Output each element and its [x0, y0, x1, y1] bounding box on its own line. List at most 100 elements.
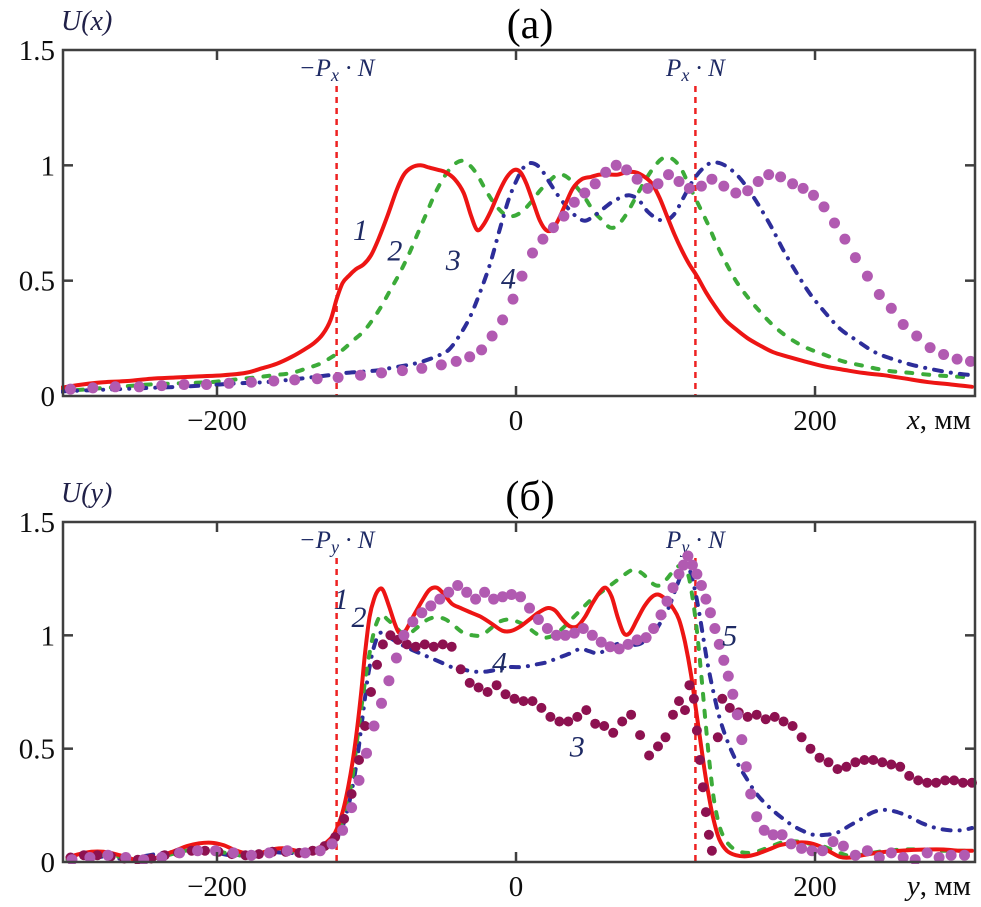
data-dot: [688, 693, 699, 704]
data-dot: [133, 381, 145, 393]
data-dot: [497, 591, 509, 603]
data-dot: [626, 709, 637, 720]
data-dot: [109, 381, 121, 393]
series-b-1-line: [65, 585, 974, 863]
data-dot: [446, 641, 457, 652]
data-dot: [568, 196, 580, 208]
data-dot: [922, 777, 933, 788]
data-dot: [383, 675, 395, 687]
data-dot: [959, 849, 970, 861]
data-dot: [470, 593, 482, 605]
data-dot: [201, 379, 212, 390]
data-dot: [648, 623, 660, 634]
data-dot: [859, 755, 870, 765]
data-dot: [464, 351, 476, 363]
data-dot: [823, 757, 834, 768]
data-dot: [346, 789, 357, 799]
data-dot: [156, 380, 168, 392]
curve-label-a-1: 1: [353, 214, 368, 247]
x-axis-label-a: x, мм: [906, 404, 971, 436]
data-dot: [156, 852, 168, 863]
data-dot: [652, 178, 664, 190]
data-dot: [631, 634, 643, 646]
series-b-4-line: [65, 564, 974, 861]
vline-label-b-0: −Py · N: [299, 527, 376, 557]
data-dot: [532, 614, 544, 625]
data-dot: [263, 847, 275, 859]
y-tick-label: 0: [41, 847, 56, 879]
data-dot: [839, 233, 851, 245]
data-dot: [861, 845, 873, 857]
data-dot: [245, 376, 257, 388]
data-dot: [84, 852, 96, 863]
data-dot: [697, 782, 708, 793]
data-dot: [613, 643, 625, 655]
data-dot: [727, 688, 739, 700]
data-dot: [700, 593, 712, 605]
y-tick-label: 0.5: [19, 266, 55, 298]
data-dot: [758, 824, 770, 836]
data-dot: [938, 349, 950, 360]
data-dot: [515, 591, 526, 603]
series-group-b: [65, 550, 977, 864]
data-dot: [680, 705, 690, 716]
series-b-5-dots: [66, 550, 970, 864]
data-dot: [524, 602, 535, 614]
data-dot: [589, 178, 601, 190]
data-dot: [631, 173, 643, 185]
data-dot: [65, 383, 76, 395]
data-dot: [452, 580, 464, 591]
data-dot: [778, 716, 789, 727]
x-tick-label: 200: [793, 871, 837, 903]
data-dot: [717, 693, 728, 704]
data-dot: [407, 616, 419, 628]
data-dot: [361, 747, 372, 759]
data-dot: [372, 659, 382, 670]
data-dot: [608, 727, 619, 738]
data-dot: [827, 836, 839, 848]
data-dot: [897, 852, 909, 863]
data-dot: [398, 629, 410, 641]
data-dot: [703, 829, 714, 840]
data-dot: [911, 330, 923, 342]
curve-label-b-3: 3: [569, 730, 585, 763]
data-dot: [174, 847, 186, 859]
data-dot: [586, 629, 598, 641]
data-dot: [674, 696, 684, 707]
data-dot: [332, 372, 344, 383]
data-dot: [678, 559, 689, 571]
data-dot: [354, 755, 364, 765]
curve-label-b-4: 4: [492, 647, 507, 680]
data-dot: [760, 714, 771, 725]
series-a-2-line: [61, 155, 974, 394]
data-dot: [776, 829, 788, 841]
plot-border-a: [61, 48, 977, 398]
data-dot: [958, 777, 968, 788]
data-dot: [642, 182, 654, 194]
data-dot: [951, 353, 963, 365]
data-dot: [933, 852, 945, 863]
data-dot: [752, 176, 764, 187]
data-dot: [516, 270, 528, 282]
data-dot: [568, 627, 580, 639]
data-dot: [653, 741, 663, 752]
data-dot: [595, 636, 607, 648]
y-tick-label: 0.5: [19, 734, 55, 766]
data-dot: [353, 774, 365, 786]
data-dot: [416, 607, 428, 619]
data-dot: [527, 247, 538, 259]
data-dot: [818, 201, 830, 213]
data-dot: [691, 568, 703, 580]
data-dot: [706, 173, 718, 185]
data-dot: [713, 638, 725, 650]
data-dot: [849, 849, 861, 861]
data-dot: [661, 595, 673, 607]
data-dot: [464, 677, 475, 688]
data-dot: [437, 639, 448, 650]
data-dot: [740, 761, 752, 773]
data-dot: [488, 593, 500, 605]
data-dot: [491, 680, 502, 691]
x-tick-label: 0: [509, 405, 524, 437]
data-dot: [668, 709, 678, 720]
data-dot: [547, 222, 559, 234]
